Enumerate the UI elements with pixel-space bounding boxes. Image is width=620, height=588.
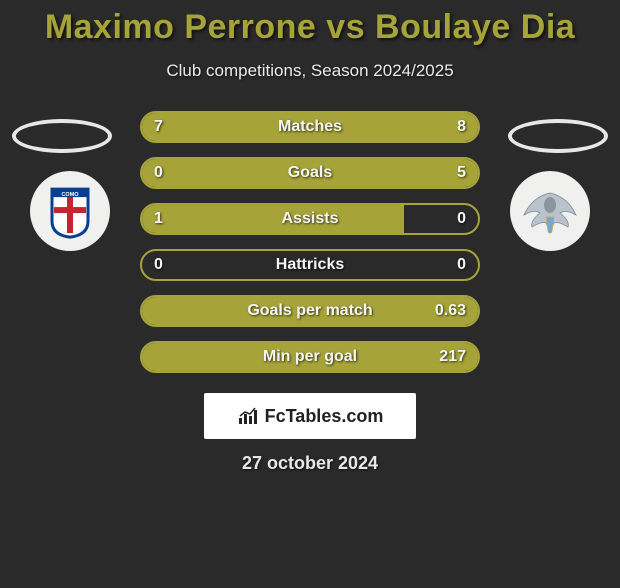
stat-left-value: 0	[154, 164, 163, 182]
stat-label: Hattricks	[276, 256, 344, 274]
stat-row: Goals per match 0.63	[140, 295, 480, 327]
stats-bars: 7 Matches 8 0 Goals 5 1 Assists 0 0 Hattricks 0 Goal…	[140, 111, 480, 373]
bar-fill-left	[142, 205, 404, 233]
stat-label: Matches	[278, 118, 342, 136]
stat-left-value: 1	[154, 210, 163, 228]
left-ellipse-decoration	[12, 119, 112, 153]
stat-row: 7 Matches 8	[140, 111, 480, 143]
stat-left-value: 0	[154, 256, 163, 274]
stat-label: Goals per match	[247, 302, 372, 320]
stat-right-value: 0.63	[435, 302, 466, 320]
stat-label: Min per goal	[263, 348, 357, 366]
stat-right-value: 0	[457, 210, 466, 228]
stat-label: Assists	[282, 210, 339, 228]
stat-label: Goals	[288, 164, 332, 182]
brand-logo: FcTables.com	[204, 393, 416, 439]
bar-fill-left	[142, 113, 299, 141]
brand-chart-icon	[237, 406, 259, 426]
footer-date: 27 october 2024	[0, 453, 620, 474]
stat-row: 0 Hattricks 0	[140, 249, 480, 281]
stat-right-value: 8	[457, 118, 466, 136]
crest-circle: COMO	[30, 171, 110, 251]
stat-right-value: 217	[439, 348, 466, 366]
crest-text: COMO	[61, 192, 79, 198]
stat-right-value: 5	[457, 164, 466, 182]
stat-row: Min per goal 217	[140, 341, 480, 373]
stat-right-value: 0	[457, 256, 466, 274]
left-team-crest: COMO	[20, 169, 120, 253]
brand-text: FcTables.com	[265, 406, 384, 427]
subtitle: Club competitions, Season 2024/2025	[0, 61, 620, 81]
comparison-content: COMO 7 Matches 8 0 Goals 5 1 Assists 0 0 Hattricks…	[0, 111, 620, 474]
page-title: Maximo Perrone vs Boulaye Dia	[0, 8, 620, 47]
right-team-crest	[500, 169, 600, 253]
stat-left-value: 7	[154, 118, 163, 136]
crest-circle	[510, 171, 590, 251]
stat-row: 1 Assists 0	[140, 203, 480, 235]
como-shield-icon: COMO	[48, 185, 92, 239]
stat-row: 0 Goals 5	[140, 157, 480, 189]
right-ellipse-decoration	[508, 119, 608, 153]
lazio-eagle-icon	[520, 187, 580, 235]
